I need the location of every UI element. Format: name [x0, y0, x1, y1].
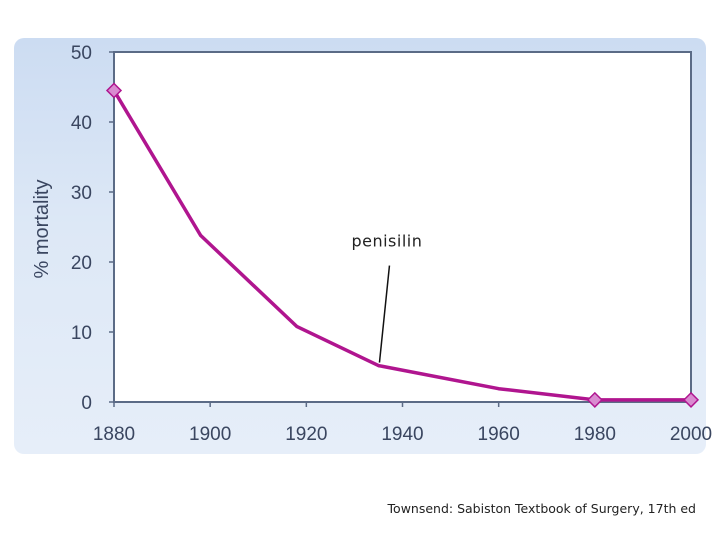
annotation-layer: penisilin: [351, 232, 422, 363]
y-tick-label: 40: [71, 113, 92, 134]
y-tick-label: 30: [71, 183, 92, 204]
diamond-marker: [586, 391, 603, 408]
data-point: [199, 233, 203, 237]
y-tick-label: 20: [71, 253, 92, 274]
y-tick-label: 0: [81, 393, 92, 414]
x-tick-label: 1960: [478, 424, 520, 445]
x-tick-label: 1920: [285, 424, 327, 445]
x-tick-label: 2000: [670, 424, 712, 445]
source-caption: Townsend: Sabiston Textbook of Surgery, …: [387, 501, 696, 516]
data-point: [497, 387, 501, 391]
diamond-marker: [105, 82, 123, 99]
data-point: [376, 364, 380, 368]
x-tick-label: 1980: [574, 424, 616, 445]
x-tick-label: 1900: [189, 424, 231, 445]
series-layer: [105, 82, 700, 408]
x-tick-label: 1940: [381, 424, 423, 445]
x-tick-label: 1880: [93, 424, 135, 445]
x-axis-ticks: 1880 1900 1920 1940 1960 1980 2000: [93, 402, 712, 445]
y-tick-label: 10: [71, 323, 92, 344]
y-axis-label: % mortality: [31, 180, 53, 279]
data-point: [295, 324, 299, 328]
plot-area: [113, 51, 692, 403]
y-tick-label: 50: [71, 43, 92, 64]
y-axis-ticks: 0 10 20 30 40 50: [71, 43, 114, 414]
annotation-label-penisilin: penisilin: [351, 232, 422, 251]
annotation-arrow: [378, 265, 391, 363]
diamond-marker: [682, 391, 700, 408]
